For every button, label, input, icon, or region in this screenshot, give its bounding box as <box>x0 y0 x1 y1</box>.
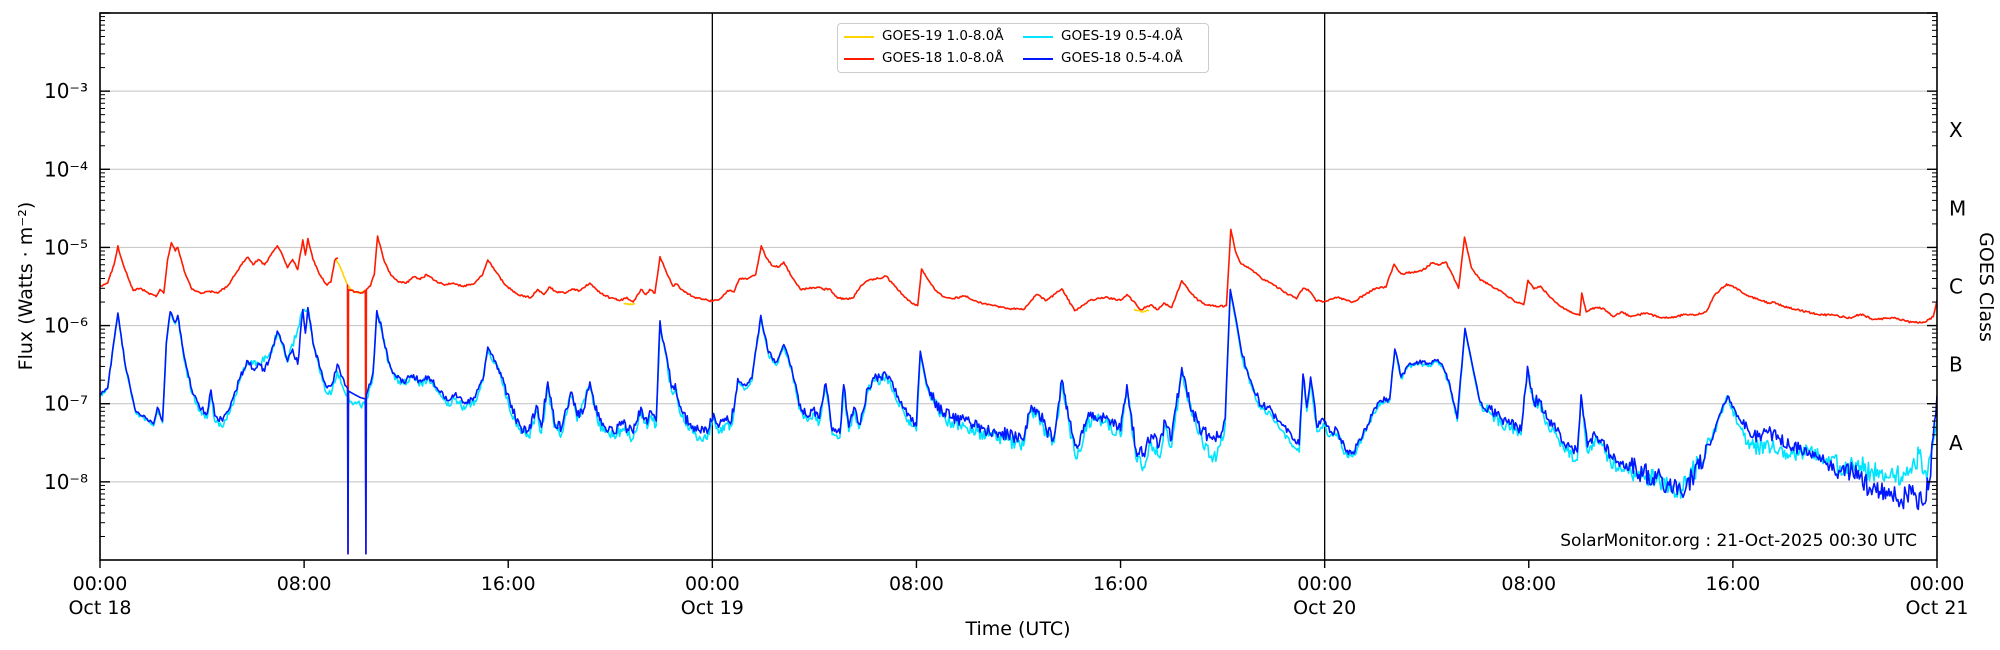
x-tick-label: 00:00 <box>685 573 740 595</box>
x-tick-label: 16:00 <box>1093 573 1148 595</box>
series-lines <box>100 228 1937 555</box>
x-tick-label: 08:00 <box>889 573 944 595</box>
legend-line-swatch <box>844 58 874 60</box>
legend-item: GOES-19 1.0-8.0Å <box>844 30 1023 44</box>
y-tick-label: 10⁻⁷ <box>44 392 88 416</box>
legend-item-label: GOES-18 1.0-8.0Å <box>882 50 1004 67</box>
plot-frame <box>99 12 1938 561</box>
x-tick-label: 16:00 <box>1706 573 1761 595</box>
x-tick-day-label: Oct 21 <box>1905 597 1968 619</box>
gridlines <box>100 90 1937 483</box>
x-tick-label: 00:00 <box>1910 573 1965 595</box>
legend-item-label: GOES-19 1.0-8.0Å <box>882 28 1004 45</box>
series-line-goes-18-1-0-8-0- <box>100 228 1937 555</box>
y-tick-label: 10⁻³ <box>44 79 88 103</box>
y-axis-label: Flux (Watts · m⁻²) <box>15 201 37 371</box>
legend-item: GOES-19 0.5-4.0Å <box>1023 30 1202 44</box>
y-axis-ticks: 10⁻³ 10⁻⁴ 10⁻⁵ 10⁻⁶ 10⁻⁷ 10⁻⁸ <box>44 12 1937 537</box>
goes-class-labels: X M C B A <box>1949 118 1966 455</box>
legend-line-swatch <box>1023 36 1053 38</box>
x-tick-label: 00:00 <box>73 573 128 595</box>
legend-line-swatch <box>1023 58 1053 60</box>
legend-item: GOES-18 1.0-8.0Å <box>844 52 1023 66</box>
goes-class-letter: M <box>1949 196 1966 220</box>
series-line-goes-19-1-0-8-0- <box>335 257 1150 313</box>
x-tick-day-label: Oct 20 <box>1293 597 1356 619</box>
x-tick-label: 00:00 <box>1297 573 1352 595</box>
goes-class-letter: A <box>1949 431 1963 455</box>
goes-class-letter: C <box>1949 275 1963 299</box>
x-tick-label: 08:00 <box>1501 573 1556 595</box>
x-tick-day-label: Oct 19 <box>681 597 744 619</box>
y-tick-label: 10⁻⁵ <box>44 235 88 259</box>
legend-item: GOES-18 0.5-4.0Å <box>1023 52 1202 66</box>
legend-item-label: GOES-18 0.5-4.0Å <box>1061 50 1183 67</box>
x-tick-label: 16:00 <box>481 573 536 595</box>
x-axis-label: Time (UTC) <box>965 618 1071 640</box>
y-tick-label: 10⁻⁶ <box>44 314 88 338</box>
chart-legend: GOES-19 1.0-8.0Å GOES-18 1.0-8.0Å GOES-19 … <box>837 23 1209 73</box>
y-tick-label: 10⁻⁸ <box>44 470 88 494</box>
goes-class-letter: B <box>1949 353 1963 377</box>
series-line-goes-18-0-5-4-0- <box>100 288 1937 555</box>
y-tick-label: 10⁻⁴ <box>44 157 88 181</box>
day-boundary-lines <box>711 13 1326 560</box>
right-axis-label: GOES Class <box>1975 232 1997 342</box>
source-credit-text: SolarMonitor.org : 21-Oct-2025 00:30 UTC <box>1560 531 1917 551</box>
x-tick-day-label: Oct 18 <box>68 597 131 619</box>
x-tick-label: 08:00 <box>277 573 332 595</box>
legend-item-label: GOES-19 0.5-4.0Å <box>1061 28 1183 45</box>
goes-class-letter: X <box>1949 118 1963 142</box>
legend-line-swatch <box>844 36 874 38</box>
